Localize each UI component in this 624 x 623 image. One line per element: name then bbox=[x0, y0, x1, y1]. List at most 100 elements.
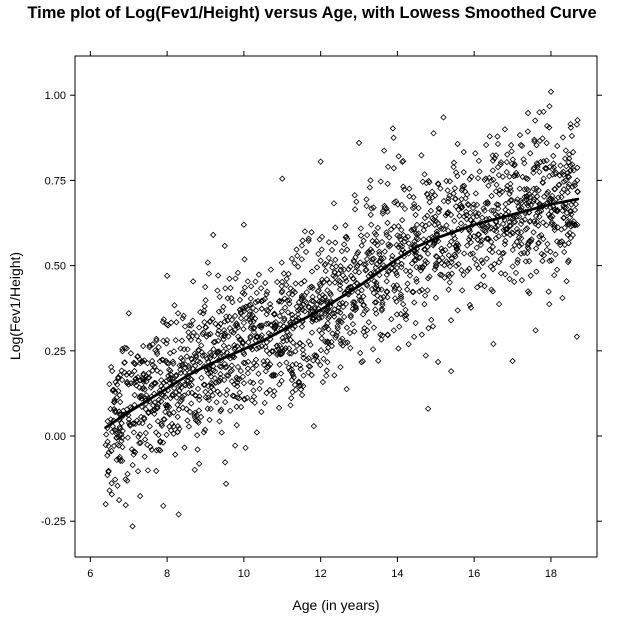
data-point bbox=[317, 299, 325, 306]
data-point bbox=[386, 267, 393, 274]
data-point bbox=[523, 200, 530, 207]
data-point bbox=[458, 267, 465, 274]
data-point bbox=[372, 306, 379, 313]
data-point bbox=[334, 322, 341, 330]
data-point bbox=[567, 120, 574, 128]
data-point bbox=[326, 279, 333, 287]
data-point bbox=[571, 221, 578, 229]
data-point bbox=[281, 304, 289, 311]
data-point bbox=[221, 360, 229, 368]
data-point bbox=[189, 317, 196, 324]
data-point bbox=[566, 167, 574, 175]
data-point bbox=[424, 405, 432, 412]
data-point bbox=[255, 370, 262, 377]
data-point bbox=[349, 320, 357, 328]
data-point bbox=[402, 267, 410, 274]
data-point bbox=[203, 333, 210, 340]
data-point bbox=[554, 142, 561, 150]
data-point bbox=[502, 200, 509, 208]
data-point bbox=[286, 296, 293, 304]
data-point bbox=[403, 311, 410, 319]
data-point bbox=[509, 156, 516, 163]
data-point bbox=[184, 417, 191, 424]
data-point bbox=[315, 298, 323, 305]
data-point bbox=[221, 242, 228, 250]
data-point bbox=[171, 302, 178, 309]
data-point bbox=[509, 246, 516, 254]
data-point bbox=[376, 248, 383, 255]
data-point bbox=[562, 204, 570, 211]
data-point bbox=[413, 275, 420, 283]
data-point bbox=[548, 257, 555, 264]
data-point bbox=[363, 255, 371, 263]
data-point bbox=[274, 278, 281, 286]
data-point bbox=[514, 259, 521, 266]
data-point bbox=[166, 376, 173, 383]
data-point bbox=[546, 257, 553, 265]
data-point bbox=[137, 439, 144, 446]
data-point bbox=[551, 226, 558, 234]
data-point bbox=[250, 387, 257, 394]
data-point bbox=[397, 236, 404, 243]
data-point bbox=[526, 290, 533, 297]
data-point bbox=[341, 256, 348, 263]
data-point bbox=[317, 282, 324, 289]
data-point bbox=[543, 165, 550, 172]
data-point bbox=[540, 193, 548, 200]
data-point bbox=[335, 317, 343, 324]
data-point bbox=[454, 140, 461, 148]
data-point bbox=[501, 241, 508, 248]
data-point bbox=[116, 423, 123, 431]
data-point bbox=[475, 231, 482, 238]
data-point bbox=[127, 380, 135, 387]
data-point bbox=[567, 208, 574, 215]
data-point bbox=[200, 307, 208, 314]
data-point bbox=[460, 271, 467, 279]
data-point bbox=[127, 350, 135, 357]
data-point bbox=[163, 340, 170, 347]
data-point bbox=[477, 238, 485, 245]
data-point bbox=[532, 117, 539, 124]
data-point bbox=[332, 273, 339, 281]
data-point bbox=[399, 301, 407, 308]
data-point bbox=[517, 229, 525, 236]
data-point bbox=[288, 350, 295, 357]
data-point bbox=[149, 357, 156, 365]
data-point bbox=[146, 344, 153, 351]
data-point bbox=[167, 394, 174, 402]
data-point bbox=[538, 231, 545, 239]
data-point bbox=[377, 255, 385, 262]
x-tick-label: 12 bbox=[315, 568, 327, 580]
data-point bbox=[250, 328, 258, 336]
data-point bbox=[452, 253, 459, 260]
data-point bbox=[186, 408, 194, 416]
data-point bbox=[508, 229, 515, 236]
data-point bbox=[507, 197, 514, 204]
data-point bbox=[283, 337, 291, 344]
x-tick-label: 6 bbox=[87, 568, 93, 580]
data-point bbox=[564, 231, 571, 238]
data-point bbox=[489, 248, 496, 256]
data-point bbox=[319, 295, 326, 303]
data-point bbox=[170, 348, 178, 355]
data-point bbox=[536, 208, 543, 215]
data-point bbox=[234, 324, 242, 331]
data-point bbox=[346, 329, 354, 337]
data-point bbox=[412, 319, 419, 327]
data-point bbox=[492, 235, 500, 242]
data-point bbox=[205, 270, 213, 277]
data-point bbox=[116, 392, 123, 399]
data-point bbox=[231, 312, 239, 320]
data-point bbox=[329, 264, 336, 271]
data-point bbox=[331, 306, 338, 313]
data-point bbox=[323, 308, 330, 315]
data-point bbox=[224, 387, 231, 394]
data-point bbox=[435, 237, 442, 245]
data-point bbox=[223, 372, 231, 379]
data-point bbox=[496, 187, 503, 194]
data-point bbox=[237, 367, 245, 375]
data-point bbox=[228, 316, 236, 324]
data-point bbox=[440, 225, 447, 233]
data-point bbox=[102, 441, 109, 449]
data-point bbox=[372, 231, 380, 238]
